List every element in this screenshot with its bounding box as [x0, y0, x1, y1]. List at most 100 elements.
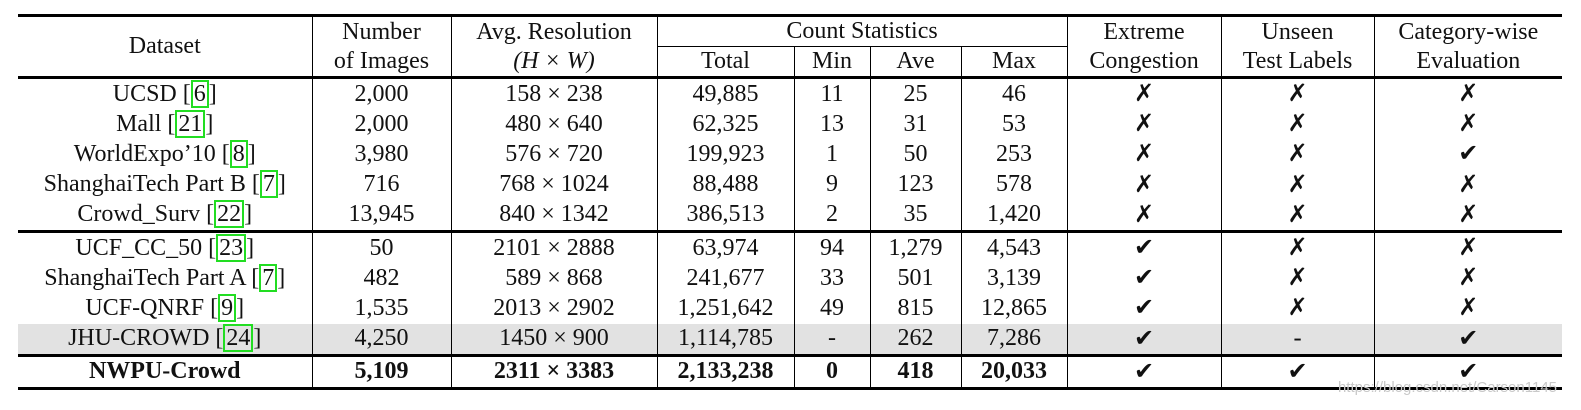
cell-avg-resolution: 589 × 868	[450, 263, 657, 294]
header-extreme-line1: Extreme	[1103, 18, 1185, 45]
table-body: UCSD [6] 2,000 158 × 238 49,885 11 25 46 ✗ ✗ ✗ Mal…	[18, 76, 1563, 389]
cell-num-images: 1,535	[311, 293, 451, 324]
cell-avg-resolution: 480 × 640	[450, 109, 657, 140]
cell-unseen-test-labels: ✗	[1220, 263, 1375, 294]
table-row: UCSD [6] 2,000 158 × 238 49,885 11 25 46 ✗ ✗ ✗	[18, 76, 1563, 110]
cell-num-images: 2,000	[311, 109, 451, 140]
cell-unseen-test-labels: -	[1220, 323, 1375, 356]
dataset-name: JHU-CROWD [	[68, 325, 224, 352]
cell-total: 63,974	[656, 229, 794, 264]
header-category-line1: Category-wise	[1398, 18, 1539, 45]
cell-num-images: 5,109	[311, 353, 451, 389]
cell-category-wise-evaluation: ✗	[1373, 263, 1563, 294]
cell-ave: 123	[869, 169, 961, 200]
citation-bracket: ]	[277, 171, 286, 198]
citation-link[interactable]: 6	[190, 80, 209, 108]
cell-total: 386,513	[656, 199, 794, 232]
cell-max: 53	[960, 109, 1068, 140]
citation-link[interactable]: 21	[175, 109, 206, 138]
cell-unseen-test-labels: ✗	[1220, 76, 1375, 110]
dataset-name: UCF_CC_50 [	[75, 234, 217, 261]
citation-link[interactable]: 23	[216, 234, 247, 262]
cell-extreme-congestion: ✗	[1066, 139, 1222, 170]
cross-icon: ✗	[1287, 79, 1308, 108]
cell-ave: 31	[869, 109, 961, 140]
header-category-wise-evaluation: Category-wise Evaluation	[1373, 15, 1563, 78]
cell-max: 3,139	[960, 263, 1068, 294]
cross-icon: ✗	[1133, 169, 1155, 198]
cell-category-wise-evaluation: ✗	[1373, 229, 1563, 264]
dash-icon: -	[1293, 323, 1302, 352]
cell-max: 12,865	[960, 293, 1068, 324]
citation-link[interactable]: 8	[229, 139, 248, 168]
cell-extreme-congestion: ✗	[1066, 76, 1222, 110]
cell-ave: 1,279	[869, 229, 961, 264]
cross-icon: ✗	[1458, 233, 1479, 262]
cell-num-images: 50	[311, 229, 451, 264]
cell-min: 11	[793, 76, 870, 110]
header-total: Total	[656, 46, 794, 78]
cell-num-images: 482	[311, 263, 451, 294]
cell-avg-resolution: 576 × 720	[450, 139, 657, 170]
citation-link[interactable]: 24	[223, 324, 254, 353]
citation-link[interactable]: 7	[259, 170, 278, 199]
table-row: JHU-CROWD [24] 4,250 1450 × 900 1,114,785-2…	[18, 323, 1563, 356]
cell-total: 199,923	[656, 139, 794, 170]
cell-unseen-test-labels: ✗	[1220, 139, 1375, 170]
cross-icon: ✗	[1458, 263, 1479, 292]
cell-category-wise-evaluation: ✔	[1373, 353, 1563, 389]
cell-max: 46	[960, 76, 1068, 110]
check-icon: ✔	[1133, 323, 1155, 352]
header-category-line2: Evaluation	[1416, 47, 1521, 74]
cell-total: 1,251,642	[656, 293, 794, 324]
cell-category-wise-evaluation: ✔	[1373, 323, 1563, 356]
cell-category-wise-evaluation: ✔	[1373, 139, 1563, 170]
cell-total: 49,885	[656, 76, 794, 110]
header-num-images-line1: Number	[342, 18, 421, 45]
cross-icon: ✗	[1287, 139, 1308, 168]
header-unseen-test-labels: Unseen Test Labels	[1220, 15, 1375, 78]
dataset-name: NWPU-Crowd	[88, 358, 241, 385]
header-unseen-line2: Test Labels	[1242, 47, 1353, 74]
cell-avg-resolution: 2311 × 3383	[450, 353, 657, 389]
citation-link[interactable]: 22	[214, 200, 245, 229]
cross-icon: ✗	[1458, 109, 1479, 138]
citation-link[interactable]: 7	[259, 263, 278, 292]
table-row: Mall [21] 2,000 480 × 640 62,325 13 31 53 ✗ ✗ ✗	[18, 109, 1563, 140]
cell-unseen-test-labels: ✗	[1220, 169, 1375, 200]
header-extreme-congestion: Extreme Congestion	[1066, 15, 1222, 78]
cell-avg-resolution: 1450 × 900	[450, 323, 657, 356]
cross-icon: ✗	[1133, 109, 1155, 138]
cell-min: 49	[793, 293, 870, 324]
cell-unseen-test-labels: ✗	[1220, 199, 1375, 232]
cell-total: 88,488	[656, 169, 794, 200]
cell-unseen-test-labels: ✗	[1220, 109, 1375, 140]
table-row: ShanghaiTech Part B [7] 716 768 × 1024 88,4…	[18, 169, 1563, 200]
header-min: Min	[793, 46, 870, 78]
cell-ave: 262	[869, 323, 961, 356]
cell-avg-resolution: 2013 × 2902	[450, 293, 657, 324]
header-unseen-line1: Unseen	[1261, 18, 1334, 45]
check-icon: ✔	[1133, 293, 1155, 322]
cell-extreme-congestion: ✔	[1066, 353, 1222, 389]
cell-avg-resolution: 768 × 1024	[450, 169, 657, 200]
cell-max: 578	[960, 169, 1068, 200]
check-icon: ✔	[1133, 233, 1155, 262]
citation-link[interactable]: 9	[218, 293, 237, 322]
cell-num-images: 2,000	[311, 76, 451, 110]
dataset-name: WorldExpo’10 [	[73, 140, 230, 167]
dataset-name: ShanghaiTech Part B [	[43, 171, 260, 198]
check-icon: ✔	[1133, 263, 1155, 292]
cell-min: 9	[793, 169, 870, 200]
cell-extreme-congestion: ✔	[1066, 293, 1222, 324]
cross-icon: ✗	[1287, 169, 1308, 198]
cell-ave: 50	[869, 139, 961, 170]
cell-min: 33	[793, 263, 870, 294]
cell-category-wise-evaluation: ✗	[1373, 76, 1563, 110]
dataset-name: UCF-QNRF [	[85, 294, 219, 321]
cell-extreme-congestion: ✗	[1066, 169, 1222, 200]
cell-dataset: UCF_CC_50 [23]	[18, 229, 312, 264]
citation-bracket: ]	[246, 234, 255, 261]
cell-category-wise-evaluation: ✗	[1373, 293, 1563, 324]
check-icon: ✔	[1458, 323, 1479, 352]
